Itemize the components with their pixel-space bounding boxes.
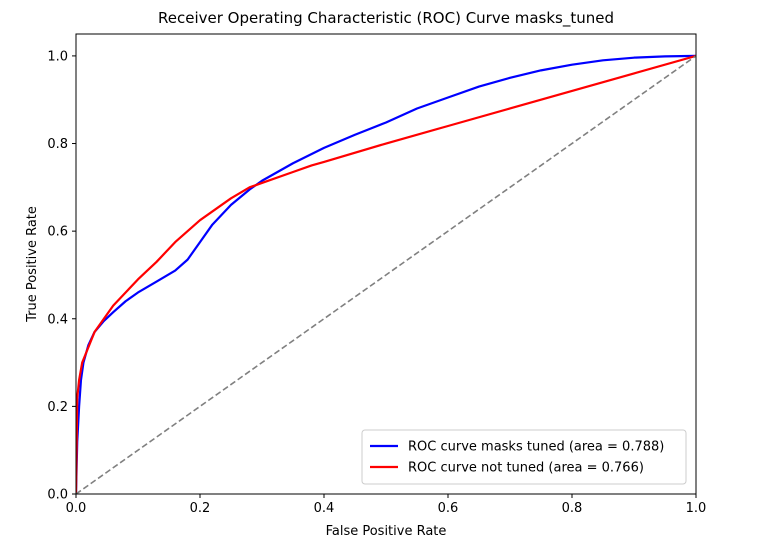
x-axis-label: False Positive Rate (326, 524, 447, 539)
chance-diagonal-line (76, 55, 696, 494)
legend-entry-masks-tuned: ROC curve masks tuned (area = 0.788) (370, 440, 664, 455)
plot-area: 0.0 0.2 0.4 0.6 0.8 1.0 0.0 0.2 0.4 0.6 0.8 1.0 ROC … (47, 33, 707, 516)
x-tick-label: 0.6 (438, 501, 459, 516)
y-tick-label: 0.6 (47, 225, 68, 240)
legend-label: ROC curve masks tuned (area = 0.788) (408, 440, 664, 455)
y-tick-label: 0.2 (47, 400, 68, 415)
y-tick-label: 0.0 (47, 488, 68, 503)
x-tick-label: 0.8 (562, 501, 583, 516)
x-tick-label: 0.4 (314, 501, 335, 516)
y-tick-label: 0.8 (47, 137, 68, 152)
y-tick-label: 1.0 (47, 49, 68, 64)
legend-box (361, 429, 687, 485)
x-tick-label: 0.2 (190, 501, 211, 516)
x-tick-label: 1.0 (686, 501, 707, 516)
y-tick-label: 0.4 (47, 312, 68, 327)
legend: ROC curve masks tuned (area = 0.788) ROC … (361, 429, 687, 485)
plot-frame (75, 33, 697, 495)
legend-label: ROC curve not tuned (area = 0.766) (408, 461, 644, 476)
x-tick-label: 0.0 (66, 501, 87, 516)
y-axis-label: True Positive Rate (25, 206, 40, 323)
roc-curve-not-tuned-line (76, 54, 696, 494)
legend-entry-not-tuned: ROC curve not tuned (area = 0.766) (370, 461, 644, 476)
chart-title: Receiver Operating Characteristic (ROC) … (158, 9, 614, 28)
